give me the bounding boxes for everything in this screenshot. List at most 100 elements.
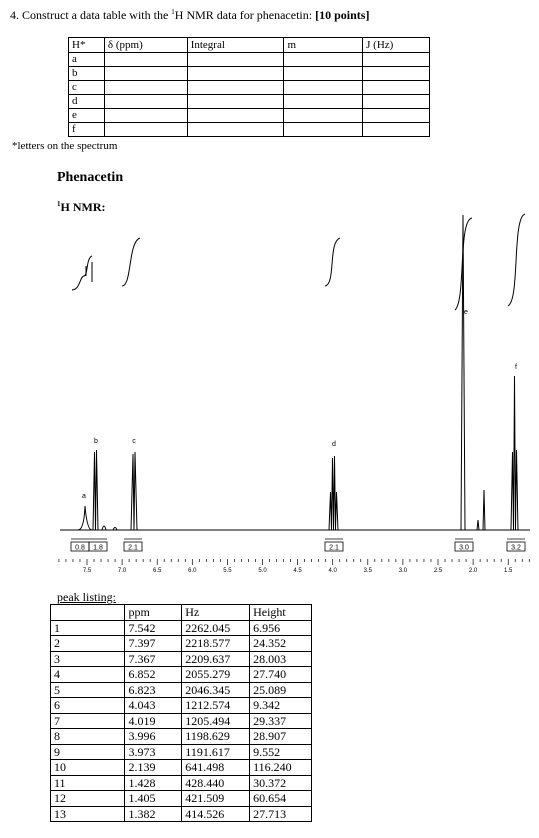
cell: 29.337 — [249, 712, 312, 729]
axis-tick-label: 5.5 — [223, 568, 232, 574]
row-label: f — [68, 122, 105, 137]
cell: 414.526 — [181, 805, 251, 822]
peak — [92, 449, 99, 531]
cell: 3 — [49, 650, 126, 667]
axis-tick-label: 2.0 — [469, 568, 478, 574]
empty-cell — [362, 122, 430, 137]
table-row: 5 6.823 2046.345 25.089 — [49, 681, 312, 698]
cell: 1.405 — [124, 790, 183, 807]
cell: 4.019 — [124, 712, 183, 729]
table-row: 2 7.397 2218.577 24.352 — [49, 635, 312, 652]
header-cell — [49, 604, 126, 621]
cell: 1198.629 — [181, 728, 251, 745]
peak-label: b — [94, 438, 98, 445]
cell: 10 — [49, 759, 126, 776]
table-row: 3 7.367 2209.637 28.003 — [49, 650, 312, 667]
header-cell: J (Hz) — [362, 37, 430, 53]
header-cell: δ (ppm) — [103, 37, 188, 53]
integral-label: 0.8 — [75, 545, 85, 552]
superscript: 1 — [57, 200, 61, 208]
table-row: 11 1.428 428.440 30.372 — [49, 774, 312, 791]
cell: 30.372 — [249, 774, 312, 791]
cell: 27.740 — [249, 666, 312, 683]
axis-tick-label: 7.0 — [118, 568, 127, 574]
integral-label: 3.2 — [511, 545, 521, 552]
integral-box — [88, 541, 108, 552]
cell: 2209.637 — [181, 650, 251, 667]
axis-tick-label: 2.5 — [434, 568, 443, 574]
axis-tick-label: 6.0 — [188, 568, 197, 574]
spectrum-title: Phenacetin — [57, 170, 124, 185]
spectrum-trace — [60, 214, 530, 531]
axis-tick-label: 5.0 — [258, 568, 267, 574]
peak — [130, 451, 138, 531]
cell: 6.852 — [124, 666, 183, 683]
cell: 27.713 — [249, 805, 312, 822]
axis-tick-label: 4.5 — [293, 568, 302, 574]
superscript: 1 — [171, 8, 175, 16]
cell: 4 — [49, 666, 126, 683]
integral-label: 2.1 — [329, 545, 339, 552]
spectrum: a b c d e f 0.8 1.8 2.1 2.1 3.0 3.2 7.5 7.0 6.5 6.0 5.5 5… — [58, 213, 530, 574]
question: 4. Construct a data table with the 1H NM… — [10, 8, 369, 23]
integral-curves — [71, 213, 526, 311]
cell: 9 — [49, 743, 126, 760]
cell: 25.089 — [249, 681, 312, 698]
table-row: 12 1.405 421.509 60.654 — [49, 790, 312, 807]
peak-label: f — [515, 364, 517, 371]
nmr-text: H NMR: — [60, 200, 106, 214]
peak-label: a — [82, 493, 86, 500]
cell: 428.440 — [181, 774, 251, 791]
integral-curve — [507, 213, 526, 307]
cell: 2055.279 — [181, 666, 251, 683]
axis-tick-label: 4.0 — [329, 568, 338, 574]
table-row: 10 2.139 641.498 116.240 — [49, 759, 312, 776]
integral-box — [506, 541, 526, 552]
question-text: 4. Construct a data table with the — [10, 8, 172, 22]
peak-label: c — [132, 438, 136, 445]
integral-curve — [324, 237, 341, 287]
axis-tick-label: 6.5 — [153, 568, 162, 574]
integral-curve — [121, 237, 141, 287]
cell: 3.996 — [124, 728, 183, 745]
axis-tick-label: 1.5 — [504, 568, 513, 574]
empty-cell — [186, 122, 285, 137]
cell: 28.907 — [249, 728, 312, 745]
table-row: f — [68, 122, 430, 137]
question-text: H NMR data for phenacetin: — [174, 8, 316, 22]
axis-tick-label: 3.0 — [399, 568, 408, 574]
row-label: d — [68, 94, 105, 109]
cell: 9.552 — [249, 743, 312, 760]
table-row: 1 7.542 2262.045 6.956 — [49, 619, 312, 636]
table-row: 6 4.043 1212.574 9.342 — [49, 697, 312, 714]
cell: 7.397 — [124, 635, 183, 652]
integral-curve — [85, 262, 93, 282]
cell: 1.382 — [124, 805, 183, 822]
cell: 1.428 — [124, 774, 183, 791]
cell: 3.973 — [124, 743, 183, 760]
integral-box — [324, 541, 344, 552]
cell: 7 — [49, 712, 126, 729]
peak — [77, 505, 93, 531]
peak-label: e — [464, 309, 468, 316]
cell: 2046.345 — [181, 681, 251, 698]
peak-listing-title: peak listing: — [57, 590, 116, 604]
cell: 2 — [49, 635, 126, 652]
cell: 12 — [49, 790, 126, 807]
cell: 1212.574 — [181, 697, 251, 714]
peak — [328, 455, 339, 531]
peak — [510, 375, 519, 531]
cell: 7.542 — [124, 619, 183, 636]
cell: 8 — [49, 728, 126, 745]
cell: 6 — [49, 697, 126, 714]
cell: 28.003 — [249, 650, 312, 667]
data-table: H* δ (ppm) Integral m J (Hz) a b c d e f — [68, 37, 430, 137]
cell: 7.367 — [124, 650, 183, 667]
cell: 4.043 — [124, 697, 183, 714]
integral-box — [123, 541, 143, 552]
nmr-label: 1H NMR: — [57, 200, 106, 215]
cell: 421.509 — [181, 790, 251, 807]
integral-box — [454, 541, 474, 552]
peak-table: ppm Hz Height 1 7.542 2262.045 6.956 2 7.397 2218… — [49, 604, 312, 822]
